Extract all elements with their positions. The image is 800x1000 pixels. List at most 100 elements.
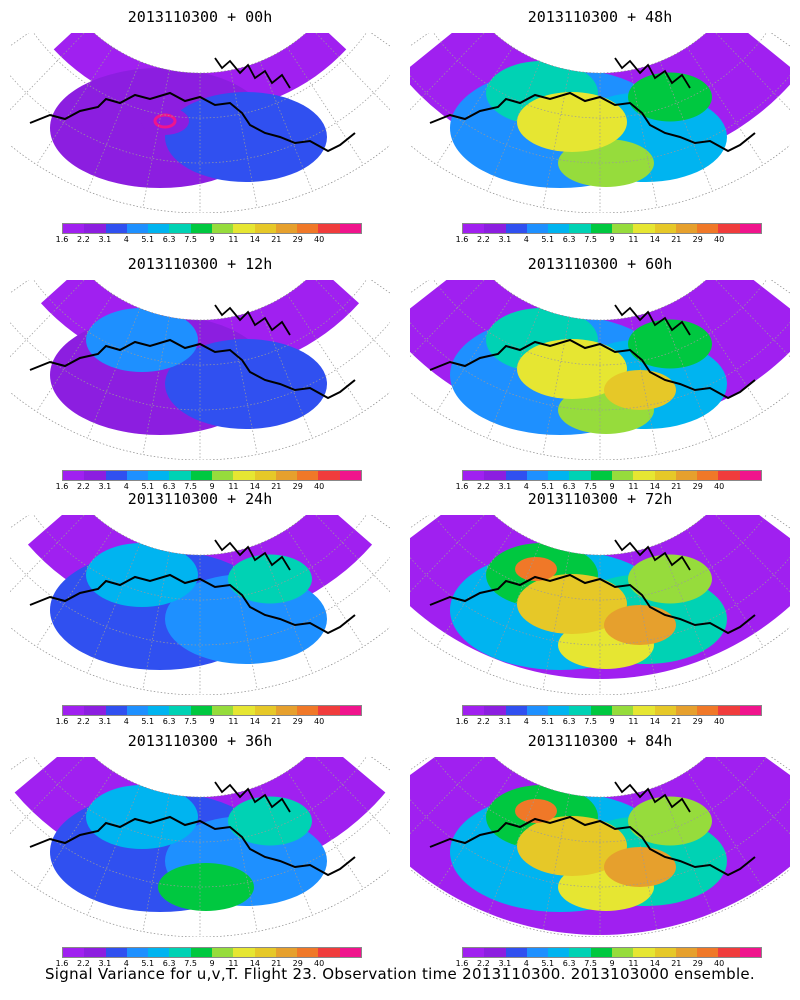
colorbar-swatch	[254, 706, 276, 715]
figure-caption: Signal Variance for u,v,T. Flight 23. Ob…	[44, 965, 756, 983]
colorbar-swatch	[718, 224, 740, 233]
colorbar-swatch	[611, 224, 634, 233]
variance-field	[14, 757, 386, 912]
colorbar-tick-label: 3.1	[98, 235, 112, 244]
colorbar-tick-label: 21	[671, 482, 682, 491]
colorbar-tick-label: 29	[692, 235, 703, 244]
arctic-islands-outline	[614, 57, 691, 89]
colorbar-swatch	[148, 471, 170, 480]
colorbar-tick-label: 14	[649, 235, 660, 244]
colorbar-swatch	[633, 706, 655, 715]
colorbar-swatch	[484, 948, 506, 957]
forecast-map	[410, 33, 790, 213]
colorbar-tick-label: 11	[228, 482, 239, 491]
colorbar-swatch	[297, 471, 319, 480]
colorbar-swatch	[233, 706, 255, 715]
colorbar	[62, 223, 362, 234]
panel-title: 2013110300 + 60h	[527, 255, 673, 273]
colorbar-tick-label: 11	[628, 959, 639, 968]
arctic-islands-outline	[214, 57, 291, 89]
colorbar-tick-label: 7.5	[584, 959, 597, 968]
colorbar-swatch	[505, 224, 527, 233]
colorbar-swatch	[697, 948, 719, 957]
colorbar-tick-label: 14	[249, 235, 260, 244]
coastline	[29, 91, 356, 153]
colorbar-swatch	[318, 948, 340, 957]
colorbar-tick-label: 11	[228, 959, 239, 968]
panel-title: 2013110300 + 84h	[527, 732, 673, 750]
colorbar-tick-label: 3.1	[498, 482, 512, 491]
colorbar-tick-label: 29	[292, 959, 303, 968]
colorbar-labels: 1.6 2.2 3.1 4 5.1 6.3 7.5 9 11 14 21 29 40	[56, 482, 362, 492]
colorbar-swatch	[169, 224, 191, 233]
colorbar-labels: 1.6 2.2 3.1 4 5.1 6.3 7.5 9 11 14 21 29 40	[456, 717, 762, 727]
colorbar-swatch	[211, 224, 234, 233]
colorbar-swatch	[169, 471, 191, 480]
colorbar-swatch	[505, 706, 527, 715]
colorbar-tick-label: 1.6	[455, 959, 469, 968]
colorbar	[62, 470, 362, 481]
colorbar-tick-label: 2.2	[77, 717, 90, 726]
variance-field	[50, 33, 347, 188]
colorbar-labels: 1.6 2.2 3.1 4 5.1 6.3 7.5 9 11 14 21 29 40	[56, 717, 362, 727]
variance-blob	[517, 339, 627, 399]
colorbar-swatch	[654, 224, 676, 233]
colorbar-tick-label: 14	[249, 482, 260, 491]
colorbar-tick-label: 6.3	[562, 959, 576, 968]
colorbar-swatch	[84, 224, 106, 233]
colorbar-swatch	[254, 948, 276, 957]
colorbar-swatch	[633, 948, 655, 957]
panel-title: 2013110300 + 36h	[127, 732, 273, 750]
colorbar-swatch	[739, 706, 761, 715]
colorbar-tick-label: 1.6	[455, 482, 469, 491]
forecast-map	[410, 757, 790, 937]
colorbar-tick-label: 4	[523, 235, 529, 244]
colorbar-tick-label: 5.1	[541, 959, 555, 968]
colorbar-tick-label: 9	[609, 482, 615, 491]
colorbar-swatch	[339, 948, 361, 957]
colorbar-swatch	[148, 706, 170, 715]
colorbar-swatch	[190, 948, 212, 957]
colorbar-swatch	[611, 471, 634, 480]
colorbar-tick-label: 14	[649, 959, 660, 968]
colorbar-swatch	[739, 471, 761, 480]
colorbar-swatch	[233, 948, 255, 957]
colorbar-tick-label: 29	[692, 717, 703, 726]
colorbar-tick-label: 29	[292, 235, 303, 244]
colorbar-tick-label: 1.6	[55, 482, 69, 491]
map-boundary	[10, 757, 390, 937]
colorbar-tick-label: 9	[609, 959, 615, 968]
colorbar-swatch	[211, 471, 234, 480]
colorbar-swatch	[611, 706, 634, 715]
arctic-islands-outline	[614, 304, 691, 336]
colorbar-swatch	[548, 224, 570, 233]
colorbar-tick-label: 3.1	[98, 717, 112, 726]
graticule	[10, 33, 390, 213]
colorbar-tick-label: 2.2	[477, 235, 490, 244]
colorbar-swatch	[675, 706, 698, 715]
colorbar-tick-label: 21	[271, 482, 282, 491]
colorbar-tick-label: 29	[692, 959, 703, 968]
graticule	[10, 515, 390, 695]
colorbar	[62, 705, 362, 716]
colorbar-tick-label: 21	[671, 235, 682, 244]
arctic-islands-outline	[214, 304, 291, 336]
colorbar-tick-label: 9	[209, 482, 215, 491]
colorbar-tick-label: 1.6	[55, 959, 69, 968]
variance-blob	[86, 785, 198, 849]
colorbar-tick-label: 11	[628, 482, 639, 491]
map-boundary	[410, 515, 790, 695]
colorbar-swatch	[505, 471, 527, 480]
colorbar-swatch	[275, 706, 298, 715]
colorbar-swatch	[190, 471, 212, 480]
coastline	[429, 573, 756, 635]
colorbar-swatch	[569, 471, 591, 480]
colorbar-swatch	[339, 224, 361, 233]
colorbar-tick-label: 2.2	[477, 482, 490, 491]
colorbar-tick-label: 6.3	[162, 959, 176, 968]
panel-title: 2013110300 + 48h	[527, 8, 673, 26]
colorbar-swatch	[484, 471, 506, 480]
colorbar-tick-label: 7.5	[584, 717, 597, 726]
variance-field	[410, 515, 790, 680]
variance-blob	[628, 796, 712, 846]
